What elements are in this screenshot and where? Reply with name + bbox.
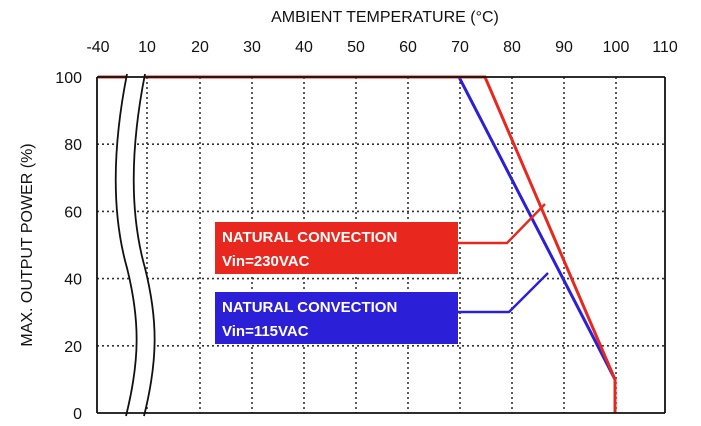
x-tick-label: 110 bbox=[652, 39, 678, 56]
x-tick-label: 50 bbox=[347, 39, 365, 56]
y-axis-title: MAX. OUTPUT POWER (%) bbox=[19, 143, 36, 346]
x-tick-label: 100 bbox=[603, 39, 630, 56]
legend-box-0 bbox=[215, 222, 458, 274]
y-tick-label: 0 bbox=[73, 406, 82, 423]
x-tick-label: 60 bbox=[399, 39, 417, 56]
legend-text-0: Vin=230VAC bbox=[222, 253, 310, 270]
axis-break-line-right bbox=[132, 73, 156, 417]
x-tick-label: 80 bbox=[503, 39, 521, 56]
x-tick-label: 30 bbox=[243, 39, 261, 56]
legend-text-1: NATURAL CONVECTION bbox=[222, 299, 397, 316]
x-tick-label: 20 bbox=[191, 39, 209, 56]
y-tick-label: 100 bbox=[55, 70, 82, 87]
legend-text-0: NATURAL CONVECTION bbox=[222, 229, 397, 246]
x-tick-label: -40 bbox=[86, 39, 109, 56]
y-tick-label: 80 bbox=[64, 137, 82, 154]
legend-pointer-0 bbox=[458, 203, 546, 245]
y-tick-label: 40 bbox=[64, 272, 82, 289]
legend-pointer-1 bbox=[458, 272, 549, 314]
axis-break-mask bbox=[115, 74, 155, 416]
x-tick-label: 40 bbox=[295, 39, 313, 56]
y-tick-label: 20 bbox=[64, 339, 82, 356]
x-tick-label: 70 bbox=[451, 39, 469, 56]
legend-box-1 bbox=[215, 292, 458, 344]
x-axis-title: AMBIENT TEMPERATURE (°C) bbox=[271, 9, 499, 26]
x-tick-label: 90 bbox=[555, 39, 573, 56]
x-tick-label: 10 bbox=[138, 39, 156, 56]
axis-break-line-left bbox=[114, 73, 138, 417]
legend-text-1: Vin=115VAC bbox=[222, 323, 309, 340]
y-tick-label: 60 bbox=[64, 204, 82, 221]
